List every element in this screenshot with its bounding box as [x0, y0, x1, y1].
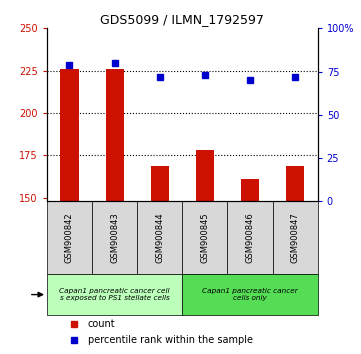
Bar [137, 201, 182, 274]
Bar [286, 166, 304, 201]
Bar [273, 201, 318, 274]
Text: GSM900845: GSM900845 [200, 212, 209, 263]
Text: count: count [88, 319, 115, 329]
Bar [47, 201, 92, 274]
Title: GDS5099 / ILMN_1792597: GDS5099 / ILMN_1792597 [100, 13, 264, 26]
Bar [151, 166, 169, 201]
Text: GSM900842: GSM900842 [65, 212, 74, 263]
Text: GSM900847: GSM900847 [291, 212, 300, 263]
Text: GSM900846: GSM900846 [245, 212, 255, 263]
Bar [182, 274, 318, 315]
Bar [241, 179, 259, 201]
Bar [196, 150, 214, 201]
Bar [92, 201, 137, 274]
Text: percentile rank within the sample: percentile rank within the sample [88, 335, 253, 345]
Text: Capan1 pancreatic cancer cell
s exposed to PS1 stellate cells: Capan1 pancreatic cancer cell s exposed … [59, 288, 170, 301]
Bar [61, 69, 79, 201]
Text: GSM900844: GSM900844 [155, 212, 164, 263]
Bar [182, 201, 227, 274]
Text: GSM900843: GSM900843 [110, 212, 119, 263]
Text: Capan1 pancreatic cancer
cells only: Capan1 pancreatic cancer cells only [202, 288, 298, 301]
Bar [105, 69, 123, 201]
Bar [227, 201, 273, 274]
Bar [47, 274, 182, 315]
